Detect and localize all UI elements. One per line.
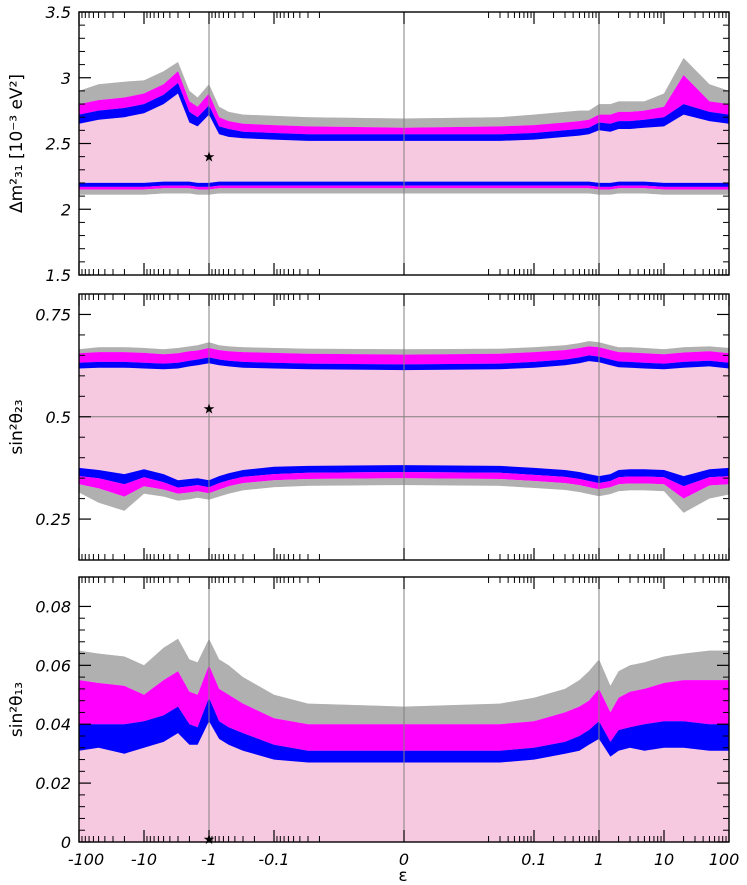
panels: 1.5 2 2.5 3 3.5 Δm²₃₁ [10⁻³ eV²] ★ 0.25 0.5 0.75 s… — [7, 3, 739, 869]
x-tick-labels: -100 -10 -1 -0.1 0 0.1 1 10 100 — [68, 850, 739, 869]
y-tick-label: 0.04 — [35, 715, 71, 734]
band-1sigma-lower — [79, 465, 729, 488]
band-3sigma-upper — [79, 638, 729, 725]
y-tick-label: 0.5 — [46, 408, 71, 427]
x-axis-label: ε — [398, 866, 407, 885]
best-fit-star: ★ — [203, 402, 216, 418]
y-tick-label: 1.5 — [46, 266, 71, 285]
y-axis-label: sin²θ₁₃ — [7, 682, 27, 737]
y-axis-label: Δm²₃₁ [10⁻³ eV²] — [7, 74, 27, 213]
band-1sigma-upper — [79, 355, 729, 371]
y-tick-label: 0.25 — [35, 510, 71, 529]
band-1sigma-upper — [79, 697, 729, 763]
band-3sigma-upper — [79, 341, 729, 355]
y-tick-label: 0.08 — [35, 597, 71, 616]
best-fit-star: ★ — [203, 150, 216, 166]
x-tick-label: 100 — [709, 850, 740, 869]
y-tick-label: 3.5 — [46, 3, 71, 22]
x-tick-label: 1 — [594, 850, 604, 869]
band-2sigma-lower — [79, 472, 729, 499]
y-tick-label: 0.06 — [35, 656, 71, 675]
panel-3: 0 0.02 0.04 0.06 0.08 sin²θ₁₃ ★ — [7, 576, 730, 852]
x-tick-label: -0.1 — [258, 850, 289, 869]
x-tick-label: -10 — [131, 850, 157, 869]
y-tick-label: 0 — [61, 833, 71, 852]
x-tick-label: 0.1 — [521, 850, 546, 869]
x-tick-label: 0 — [399, 850, 409, 869]
band-3sigma-lower — [79, 478, 729, 513]
x-tick-label: -1 — [201, 850, 217, 869]
y-tick-label: 0.02 — [35, 774, 71, 793]
x-tick-label: -100 — [68, 850, 104, 869]
band-2sigma-upper — [79, 665, 729, 751]
x-tick-label: 10 — [654, 850, 674, 869]
best-fit-star: ★ — [203, 832, 216, 848]
panel-2: 0.25 0.5 0.75 sin²θ₂₃ ★ — [7, 293, 730, 561]
y-tick-label: 2.5 — [46, 135, 71, 154]
y-axis-label: sin²θ₂₃ — [7, 399, 27, 454]
y-tick-label: 3 — [61, 69, 71, 88]
panel-1: 1.5 2 2.5 3 3.5 Δm²₃₁ [10⁻³ eV²] ★ — [7, 3, 730, 285]
y-tick-label: 2 — [61, 200, 71, 219]
y-tick-label: 0.75 — [35, 305, 71, 324]
